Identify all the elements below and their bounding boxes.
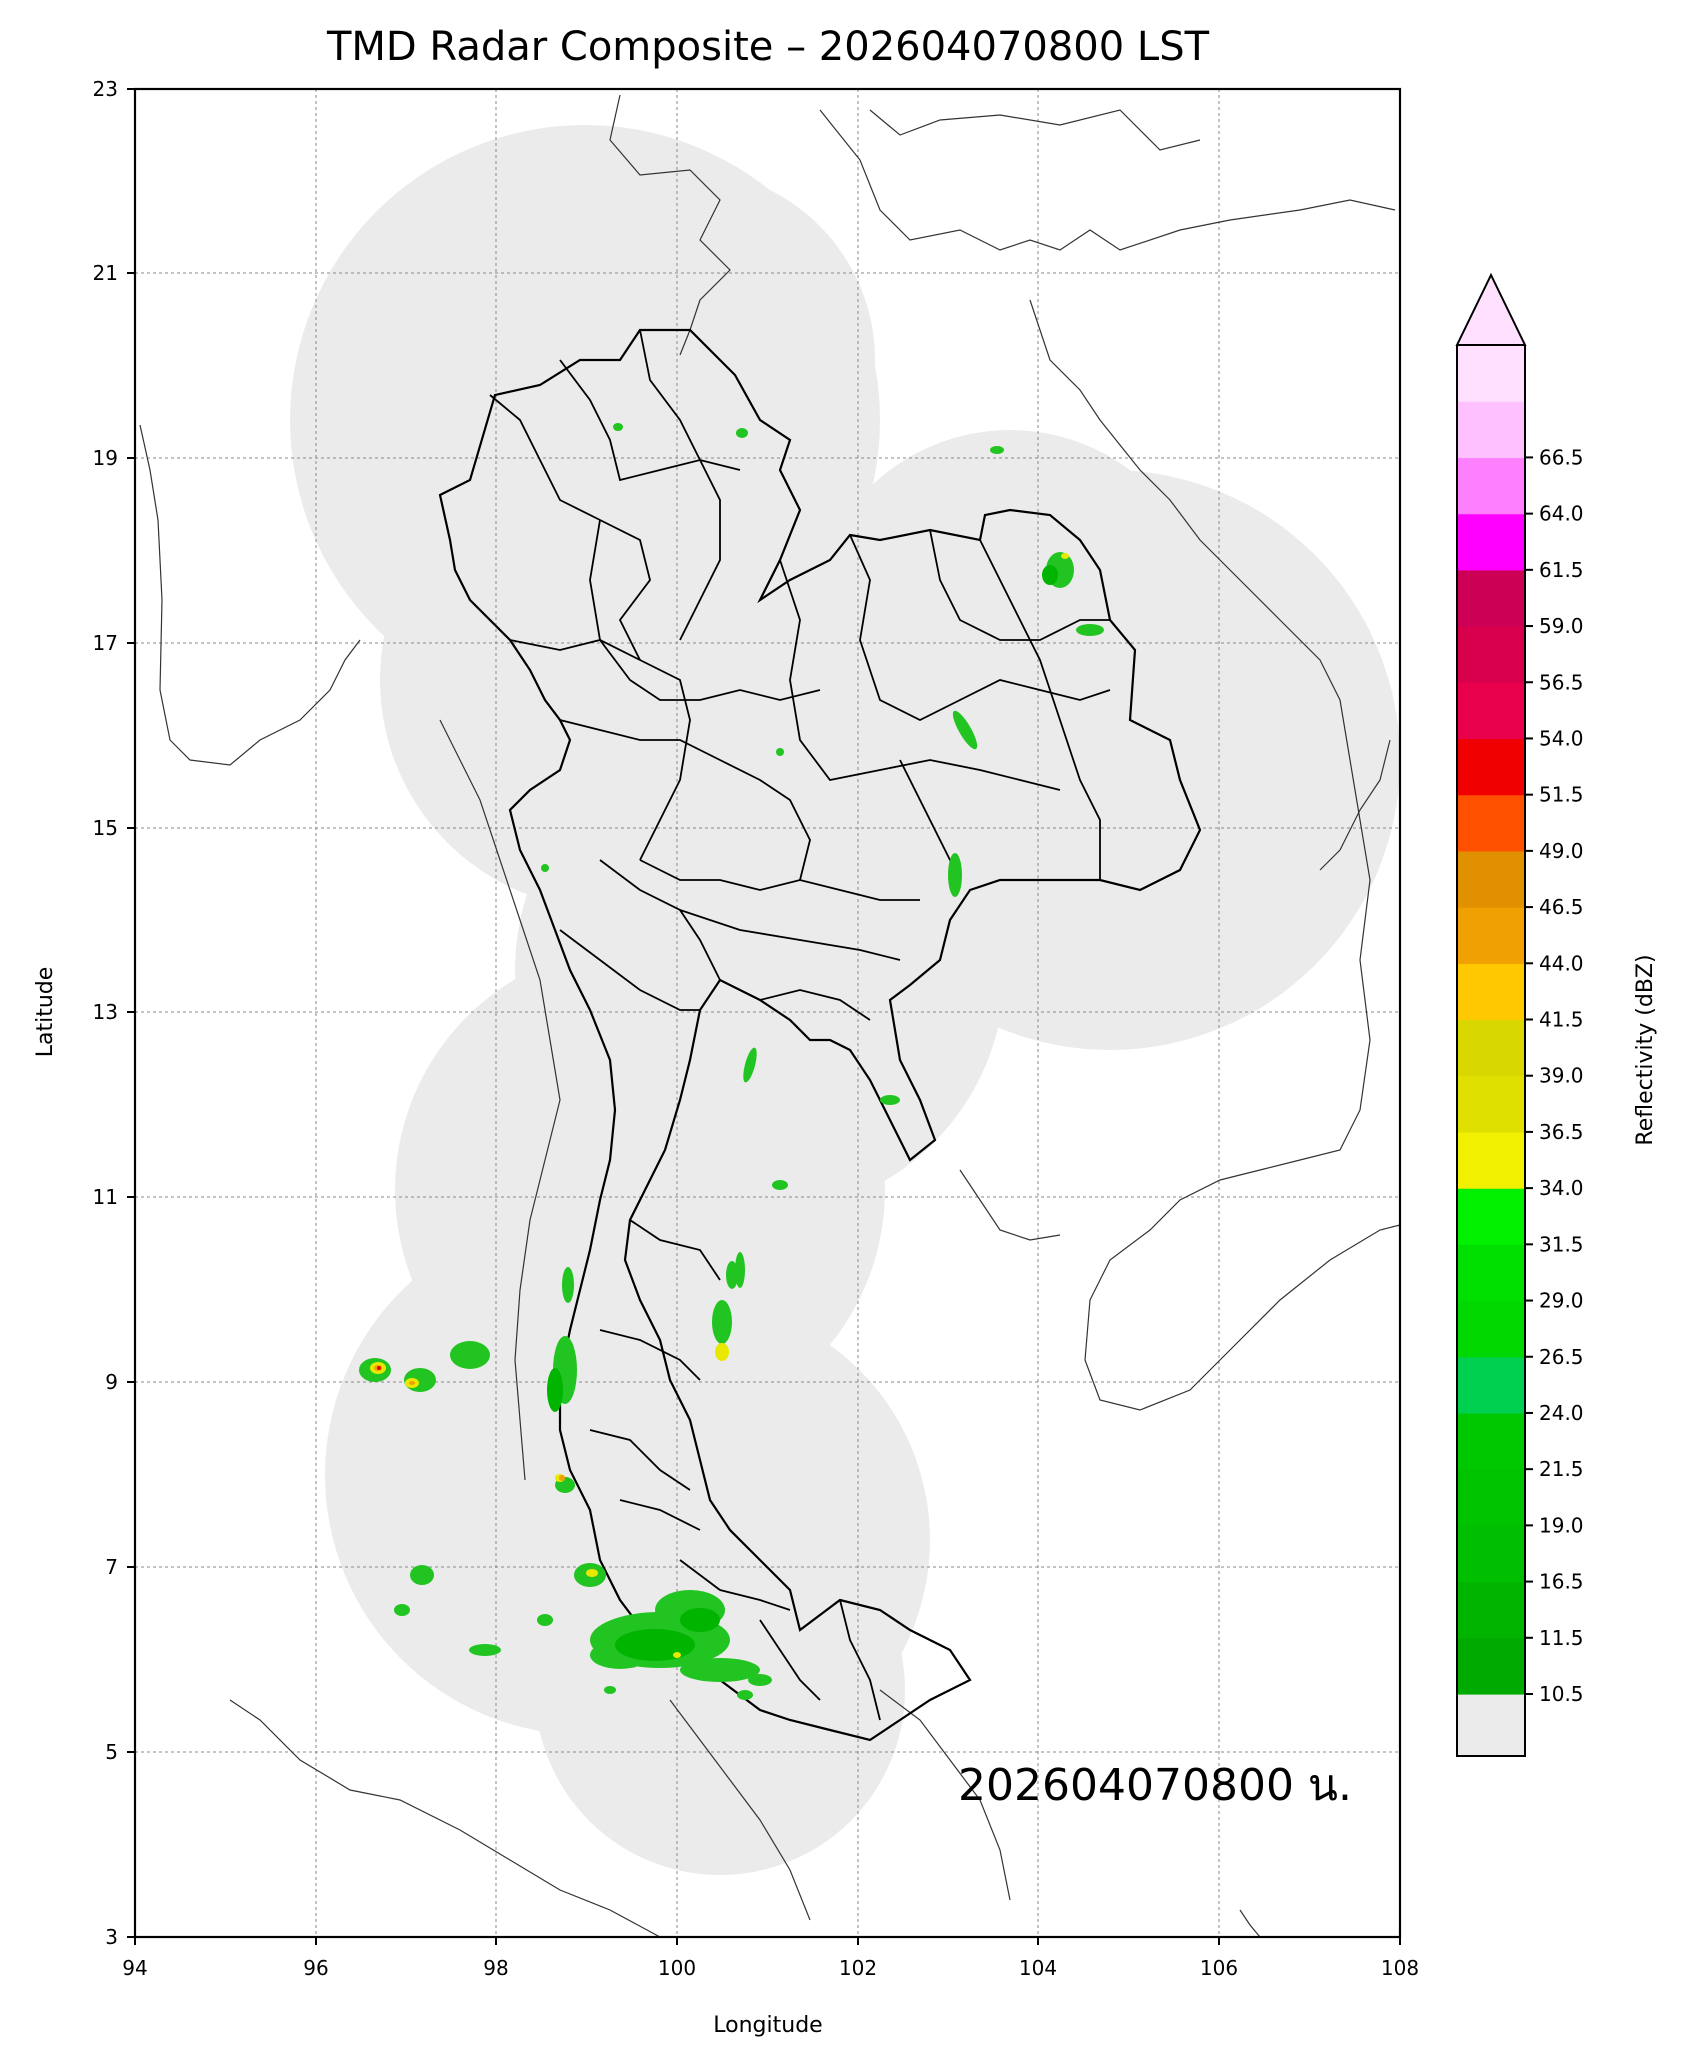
colorbar-swatch [1457, 513, 1525, 571]
colorbar-tick-label: 56.5 [1539, 670, 1584, 694]
colorbar-tick-label: 29.0 [1539, 1289, 1584, 1313]
y-axis-label: Latitude [33, 967, 58, 1058]
colorbar-tick-label: 61.5 [1539, 558, 1584, 582]
colorbar-tick-label: 59.0 [1539, 614, 1584, 638]
y-tick-label: 15 [93, 816, 118, 840]
colorbar-swatch [1457, 794, 1525, 852]
colorbar-swatch [1457, 850, 1525, 908]
y-tick-label: 9 [105, 1370, 118, 1394]
x-tick-label: 106 [1200, 1956, 1238, 1980]
colorbar-tick-label: 19.0 [1539, 1513, 1584, 1537]
colorbar-frame [1456, 345, 1526, 1757]
figure-title: TMD Radar Composite – 202604070800 LST [326, 24, 1210, 70]
x-tick-label: 102 [839, 1956, 877, 1980]
y-tick-label: 17 [93, 631, 118, 655]
x-tick-label: 108 [1381, 1956, 1419, 1980]
colorbar-tick-label: 11.5 [1539, 1626, 1584, 1650]
colorbar-swatch [1457, 1188, 1525, 1245]
y-tick-label: 19 [93, 446, 118, 470]
colorbar-swatch [1457, 1469, 1525, 1526]
radar-coverage [290, 125, 1400, 1875]
colorbar-swatch [1457, 1075, 1525, 1133]
colorbar-swatch [1457, 1525, 1525, 1583]
colorbar-swatch [1457, 1581, 1525, 1639]
x-tick-label: 104 [1019, 1956, 1057, 1980]
timestamp-stamp: 202604070800 น. [958, 1760, 1352, 1811]
colorbar-swatch [1457, 963, 1525, 1021]
x-tick-label: 100 [658, 1956, 696, 1980]
colorbar-swatch [1457, 1131, 1525, 1189]
colorbar-swatch [1457, 569, 1525, 627]
colorbar-swatch [1457, 345, 1525, 402]
map-area: 202604070800 น. [133, 87, 1402, 1939]
x-tick-label: 96 [303, 1956, 328, 1980]
radar-echoes [359, 423, 1104, 1700]
x-tick-label: 94 [122, 1956, 147, 1980]
colorbar-tick-label: 44.0 [1539, 951, 1584, 975]
colorbar-tick-label: 51.5 [1539, 783, 1584, 807]
colorbar-tick-label: 54.0 [1539, 726, 1584, 750]
colorbar-tick-labels: 10.5 11.5 16.5 19.0 21.5 24.0 26.5 29.0 31.5 34.0… [1525, 445, 1584, 1706]
y-tick-label: 13 [93, 1000, 118, 1024]
colorbar-tick-label: 46.5 [1539, 895, 1584, 919]
colorbar-tick-label: 66.5 [1539, 445, 1584, 469]
colorbar-tick-label: 41.5 [1539, 1008, 1584, 1032]
y-tick-label: 5 [105, 1740, 118, 1764]
colorbar-swatch [1457, 1412, 1525, 1470]
colorbar: 10.5 11.5 16.5 19.0 21.5 24.0 26.5 29.0 31.5 34.0… [1455, 272, 1658, 1757]
colorbar-swatch [1457, 457, 1525, 515]
colorbar-swatch [1457, 907, 1525, 964]
grid-lines [135, 89, 1400, 1937]
colorbar-tick-label: 36.5 [1539, 1120, 1584, 1144]
colorbar-extend-arrow [1455, 272, 1527, 346]
colorbar-tick-label: 31.5 [1539, 1232, 1584, 1256]
y-axis: 3 5 7 9 11 13 15 17 19 21 23 Latitude [33, 77, 135, 1949]
colorbar-swatch [1457, 1019, 1525, 1077]
y-tick-label: 7 [105, 1555, 118, 1579]
x-axis-label: Longitude [713, 2013, 822, 2038]
colorbar-swatches [1457, 345, 1525, 1756]
colorbar-tick-label: 34.0 [1539, 1176, 1584, 1200]
y-tick-label: 23 [93, 77, 118, 101]
colorbar-tick-label: 39.0 [1539, 1064, 1584, 1088]
colorbar-swatch [1457, 1637, 1525, 1695]
colorbar-swatch [1457, 682, 1525, 740]
colorbar-tick-label: 16.5 [1539, 1570, 1584, 1594]
colorbar-tick-label: 10.5 [1539, 1682, 1584, 1706]
coastlines-neighbours [139, 94, 1400, 1937]
colorbar-swatch [1457, 1244, 1525, 1302]
colorbar-swatch [1457, 1694, 1525, 1756]
thailand-boundaries [438, 328, 1202, 1742]
colorbar-swatch [1457, 738, 1525, 796]
colorbar-swatch [1457, 1356, 1525, 1414]
colorbar-tick-label: 49.0 [1539, 839, 1584, 863]
y-tick-label: 21 [93, 261, 118, 285]
y-tick-label: 11 [93, 1185, 118, 1209]
x-axis: 94 96 98 100 102 104 106 108 Longitude [122, 1937, 1419, 2038]
colorbar-tick-label: 26.5 [1539, 1345, 1584, 1369]
colorbar-tick-label: 21.5 [1539, 1457, 1584, 1481]
colorbar-tick-label: 64.0 [1539, 502, 1584, 526]
colorbar-swatch [1457, 1300, 1525, 1358]
colorbar-swatch [1457, 626, 1525, 683]
colorbar-swatch [1457, 401, 1525, 459]
x-tick-label: 98 [483, 1956, 508, 1980]
y-tick-label: 3 [105, 1925, 118, 1949]
colorbar-tick-label: 24.0 [1539, 1401, 1584, 1425]
colorbar-label: Reflectivity (dBZ) [1633, 954, 1658, 1145]
